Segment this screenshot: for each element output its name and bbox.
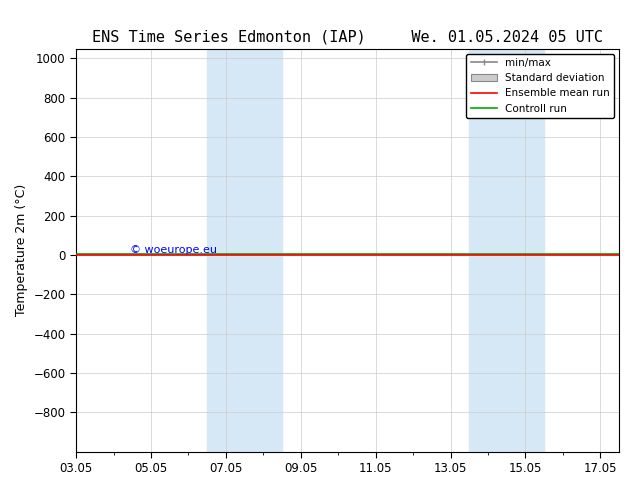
Bar bbox=[469, 49, 544, 452]
Y-axis label: Temperature 2m (°C): Temperature 2m (°C) bbox=[15, 184, 28, 316]
Bar bbox=[207, 49, 282, 452]
Legend: min/max, Standard deviation, Ensemble mean run, Controll run: min/max, Standard deviation, Ensemble me… bbox=[467, 54, 614, 118]
Text: © woeurope.eu: © woeurope.eu bbox=[131, 245, 217, 255]
Title: ENS Time Series Edmonton (IAP)     We. 01.05.2024 05 UTC: ENS Time Series Edmonton (IAP) We. 01.05… bbox=[92, 30, 603, 45]
